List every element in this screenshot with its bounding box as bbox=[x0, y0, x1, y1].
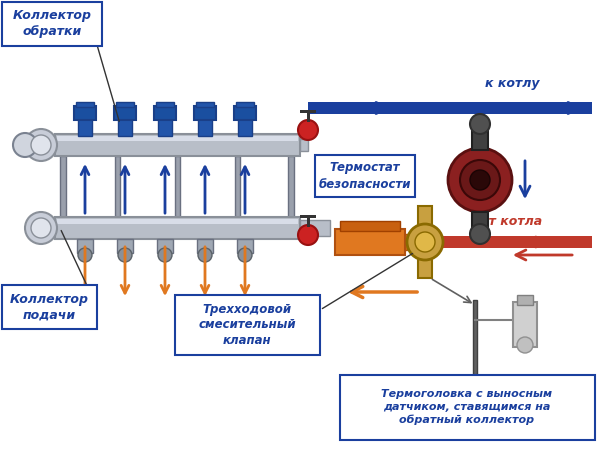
Bar bbox=[288, 156, 294, 217]
Bar bbox=[307, 217, 310, 227]
Bar bbox=[300, 220, 330, 236]
Bar bbox=[418, 258, 432, 278]
Bar bbox=[60, 156, 66, 217]
Bar bbox=[57, 219, 298, 224]
Circle shape bbox=[470, 170, 490, 190]
Bar bbox=[430, 236, 592, 248]
Circle shape bbox=[470, 114, 490, 134]
Bar bbox=[154, 106, 176, 120]
Text: Коллектор
обратки: Коллектор обратки bbox=[13, 9, 91, 39]
Bar bbox=[116, 102, 134, 107]
Bar bbox=[2, 2, 102, 46]
Bar bbox=[340, 221, 400, 231]
Circle shape bbox=[470, 224, 490, 244]
Bar bbox=[118, 118, 132, 136]
Bar bbox=[175, 295, 320, 355]
Circle shape bbox=[460, 160, 500, 200]
Text: к котлу: к котлу bbox=[485, 77, 539, 90]
Bar bbox=[76, 102, 94, 107]
Bar bbox=[117, 239, 133, 253]
Text: Термостат
безопасности: Термостат безопасности bbox=[319, 162, 411, 190]
Bar bbox=[55, 217, 300, 239]
Bar bbox=[335, 229, 405, 255]
Bar bbox=[340, 375, 595, 440]
Bar bbox=[472, 212, 488, 234]
Bar bbox=[315, 155, 415, 197]
Bar bbox=[300, 139, 308, 151]
Text: от котла: от котла bbox=[480, 215, 542, 228]
Bar bbox=[476, 114, 484, 124]
Bar bbox=[307, 112, 310, 122]
Bar bbox=[156, 102, 174, 107]
Bar bbox=[78, 118, 92, 136]
Circle shape bbox=[118, 248, 132, 262]
Bar bbox=[198, 118, 212, 136]
Circle shape bbox=[471, 376, 479, 384]
Circle shape bbox=[415, 232, 435, 252]
Bar bbox=[234, 106, 256, 120]
Bar bbox=[77, 239, 93, 253]
Bar bbox=[175, 156, 180, 217]
Circle shape bbox=[198, 248, 212, 262]
Bar bbox=[237, 239, 253, 253]
Bar bbox=[473, 300, 477, 380]
Bar bbox=[57, 136, 298, 141]
Bar bbox=[238, 118, 252, 136]
Bar bbox=[196, 102, 214, 107]
Circle shape bbox=[158, 248, 172, 262]
Bar bbox=[114, 106, 136, 120]
Bar bbox=[300, 110, 316, 113]
Circle shape bbox=[13, 133, 37, 157]
Bar bbox=[300, 215, 316, 218]
Bar bbox=[418, 206, 432, 226]
Bar bbox=[157, 239, 173, 253]
Circle shape bbox=[78, 248, 92, 262]
Bar bbox=[517, 295, 533, 305]
Circle shape bbox=[517, 337, 533, 353]
Bar bbox=[472, 126, 488, 150]
Circle shape bbox=[25, 212, 57, 244]
Bar bbox=[513, 302, 537, 347]
Bar bbox=[308, 102, 592, 114]
Bar bbox=[476, 231, 484, 244]
Circle shape bbox=[298, 120, 318, 140]
Bar bbox=[115, 156, 120, 217]
Circle shape bbox=[448, 148, 512, 212]
Bar bbox=[197, 239, 213, 253]
Circle shape bbox=[25, 129, 57, 161]
Bar bbox=[235, 156, 240, 217]
Circle shape bbox=[407, 224, 443, 260]
Circle shape bbox=[31, 135, 51, 155]
Circle shape bbox=[238, 248, 252, 262]
Bar bbox=[2, 285, 97, 329]
Bar bbox=[158, 118, 172, 136]
Bar bbox=[194, 106, 216, 120]
Bar bbox=[405, 234, 407, 250]
Bar bbox=[74, 106, 96, 120]
Text: Трехходовой
смесительный
клапан: Трехходовой смесительный клапан bbox=[198, 303, 296, 348]
Text: Термоголовка с выносным
датчиком, ставящимся на
обратный коллектор: Термоголовка с выносным датчиком, ставящ… bbox=[382, 389, 553, 425]
Text: Коллектор
подачи: Коллектор подачи bbox=[10, 292, 89, 321]
Bar bbox=[236, 102, 254, 107]
Circle shape bbox=[298, 225, 318, 245]
Bar bbox=[55, 134, 300, 156]
Circle shape bbox=[31, 218, 51, 238]
